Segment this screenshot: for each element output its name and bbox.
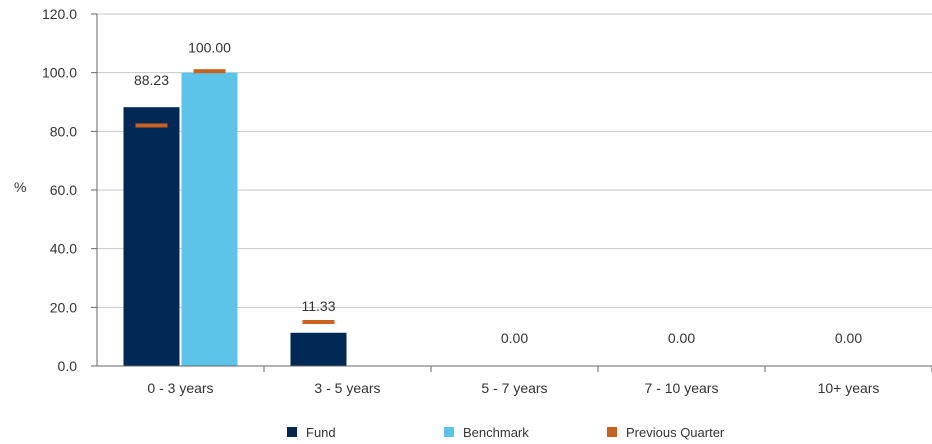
legend-swatch <box>607 427 617 437</box>
y-tick-label: 100.0 <box>42 65 77 81</box>
fund-bar <box>123 107 180 366</box>
bars <box>123 72 347 367</box>
y-tick-label: 20.0 <box>50 299 77 315</box>
data-label: 0.00 <box>668 330 695 346</box>
data-label: 88.23 <box>134 72 169 88</box>
previous-quarter-markers <box>135 69 335 324</box>
legend-label: Previous Quarter <box>626 425 725 440</box>
x-tick-label: 3 - 5 years <box>314 380 380 396</box>
y-tick-label: 0.0 <box>58 358 78 374</box>
y-axis-ticks: 0.0 20.0 40.0 60.0 80.0 100.0 120.0 <box>42 6 77 374</box>
legend-swatch <box>287 427 297 437</box>
y-tick-label: 60.0 <box>50 182 77 198</box>
previous-quarter-marker <box>135 123 168 128</box>
previous-quarter-marker <box>302 320 335 324</box>
x-tick-label: 10+ years <box>818 380 880 396</box>
legend: Fund Benchmark Previous Quarter <box>287 425 725 440</box>
legend-swatch <box>444 427 454 437</box>
data-label: 11.33 <box>302 298 336 314</box>
x-tick-label: 0 - 3 years <box>147 380 213 396</box>
y-tick-label: 40.0 <box>50 241 77 257</box>
y-tick-label: 80.0 <box>50 123 77 139</box>
x-tick-label: 7 - 10 years <box>645 380 719 396</box>
data-label: 0.00 <box>835 330 862 346</box>
x-axis-ticks: 0 - 3 years 3 - 5 years 5 - 7 years 7 - 10 … <box>147 366 932 396</box>
legend-label: Fund <box>306 425 336 440</box>
x-tick-label: 5 - 7 years <box>481 380 547 396</box>
y-tick-label: 120.0 <box>42 6 77 22</box>
legend-label: Benchmark <box>463 425 529 440</box>
data-label: 0.00 <box>501 330 528 346</box>
y-axis-label: % <box>14 179 26 195</box>
data-labels: 88.23 100.00 11.33 0.00 0.00 0.00 <box>134 40 862 346</box>
data-label: 100.00 <box>188 40 231 56</box>
previous-quarter-marker <box>193 69 226 74</box>
fund-bar <box>290 332 347 366</box>
benchmark-bar <box>181 72 238 367</box>
